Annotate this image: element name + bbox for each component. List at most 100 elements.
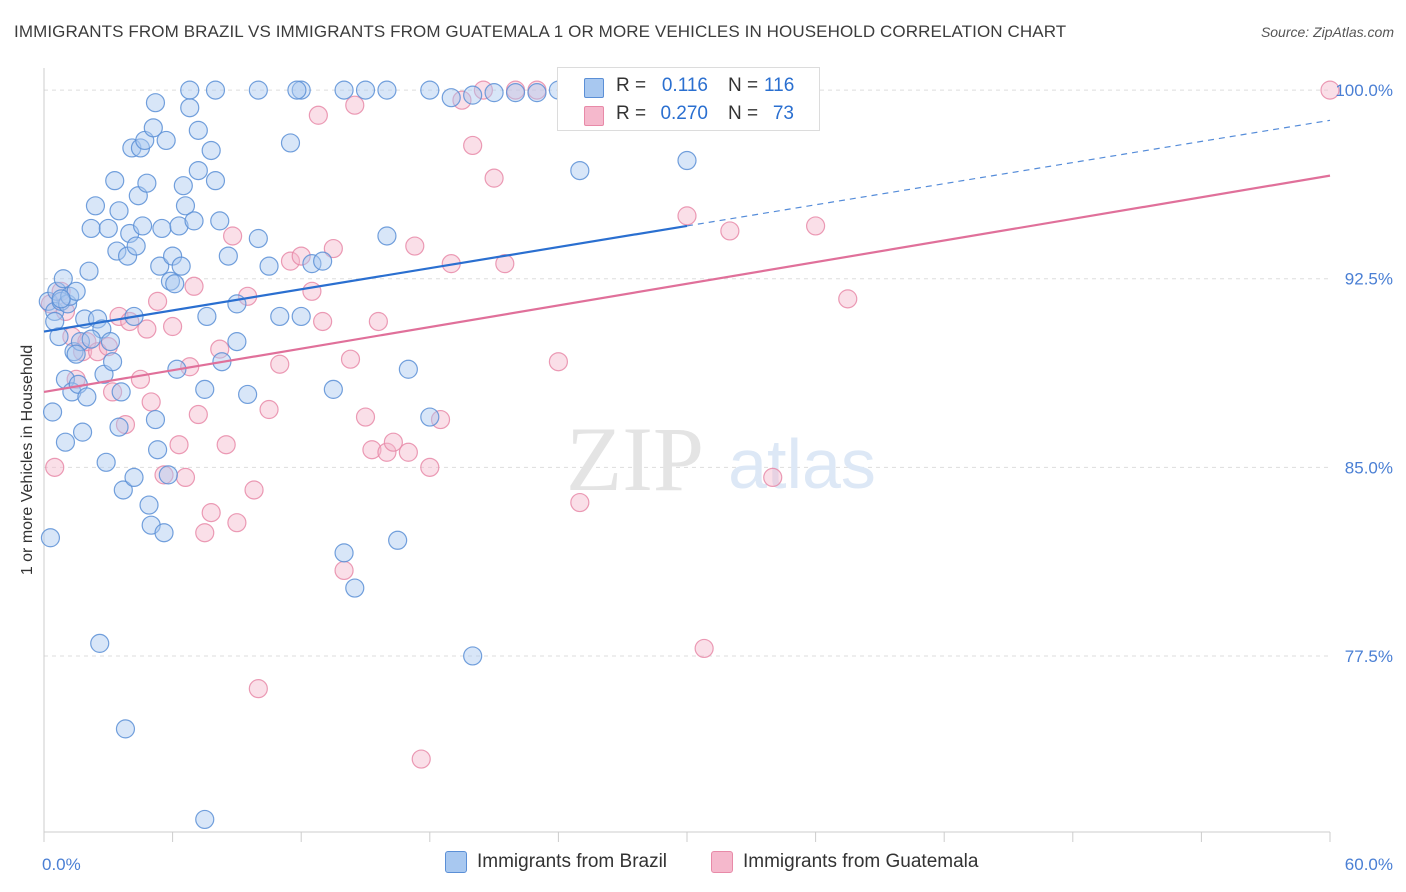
guatemala-point [302,281,322,301]
brazil-point [291,306,311,327]
guatemala-point [694,638,714,659]
brazil-point [291,80,311,100]
guatemala-point [383,432,403,452]
brazil-point [77,387,97,407]
guatemala-point [355,407,376,427]
brazil-point [188,160,208,181]
watermark-zip: ZIP [566,408,704,510]
legend-label-brazil: Immigrants from Brazil [477,851,668,872]
brazil-point [51,289,71,309]
brazil-point [270,306,290,327]
legend-item-guatemala[interactable]: Immigrants from Guatemala [711,851,978,873]
brazil-point [173,176,193,196]
brazil-trend-line [43,224,688,333]
guatemala-point [398,442,418,462]
y-tick-label: 85.0% [1345,458,1393,477]
legend-r-value: 0.116 [661,75,708,96]
brazil-point [85,196,106,216]
legend-n-value: 73 [772,103,794,124]
brazil-point [248,80,268,100]
brazil-point [420,80,440,100]
y-tick-label: 92.5% [1345,270,1393,289]
brazil-point [505,83,526,103]
brazil-point [398,359,418,379]
brazil-point [388,530,408,550]
brazil-point [145,409,166,430]
brazil-point [180,98,200,118]
guatemala-point [227,513,247,533]
brazil-point [107,241,127,261]
legend-label-guatemala: Immigrants from Guatemala [743,851,979,872]
brazil-point [259,256,279,276]
legend-row-guatemala: R = 0.270 N = 73 [558,100,819,130]
guatemala-point [291,246,311,266]
brazil-point [188,120,208,140]
brazil-point [145,93,166,113]
brazil-point [197,306,217,327]
guatemala-point [141,392,161,412]
brazil-point [165,274,185,294]
brazil-point [227,332,247,352]
brazil-point [132,216,153,236]
brazil-point [180,80,200,100]
brazil-point [238,384,258,405]
guatemala-point [377,442,397,462]
brazil-point [201,140,221,161]
brazil-point [169,216,189,236]
brazil-point [280,133,301,153]
brazil-point [323,379,343,399]
guatemala-point [763,467,783,488]
guatemala-point [313,311,333,332]
brazil-point [66,344,86,364]
brazil-point [171,256,191,276]
brazil-point [126,236,146,256]
brazil-point [113,480,133,500]
guatemala-point [169,435,189,455]
guatemala-trend-line [43,174,1331,393]
guatemala-point [87,342,108,362]
guatemala-point [188,404,208,425]
brazil-point [152,218,172,239]
guatemala-point [345,95,365,115]
y-tick-label: 77.5% [1345,647,1393,666]
brazil-point [158,465,178,485]
guatemala-point [548,352,569,372]
brazil-point [484,83,504,103]
brazil-point [96,452,116,472]
brazil-point [98,218,118,239]
guatemala-point [210,339,230,359]
brazil-point [184,211,204,231]
brazil-point [115,719,136,739]
legend-swatch-brazil [445,851,467,873]
y-tick-label: 100.0% [1335,81,1393,100]
brazil-point [40,528,61,548]
legend-item-brazil[interactable]: Immigrants from Brazil [445,851,667,873]
brazil-point [287,80,307,100]
brazil-point [420,407,440,427]
brazil-point [147,440,168,460]
guatemala-point [570,492,590,513]
legend-r-label: R = [616,75,647,96]
brazil-point [156,130,176,151]
brazil-point [139,495,159,515]
brazil-point [124,467,144,488]
guatemala-point [411,749,431,769]
guatemala-point [147,291,168,311]
brazil-point [105,171,125,191]
guatemala-point [420,457,440,477]
guatemala-point [405,236,425,256]
guatemala-point [55,301,76,322]
guatemala-point [334,560,354,581]
legend-n-value: 116 [764,75,795,96]
guatemala-point [838,289,858,309]
brazil-point [64,342,84,362]
brazil-point [154,523,174,543]
brazil-point [111,382,131,402]
guatemala-point [184,276,204,296]
guatemala-point [45,457,65,477]
guatemala-point [201,503,221,523]
guatemala-point [308,105,328,125]
brazil-point [55,432,76,452]
brazil-point [210,211,230,231]
brazil-point [49,326,69,347]
